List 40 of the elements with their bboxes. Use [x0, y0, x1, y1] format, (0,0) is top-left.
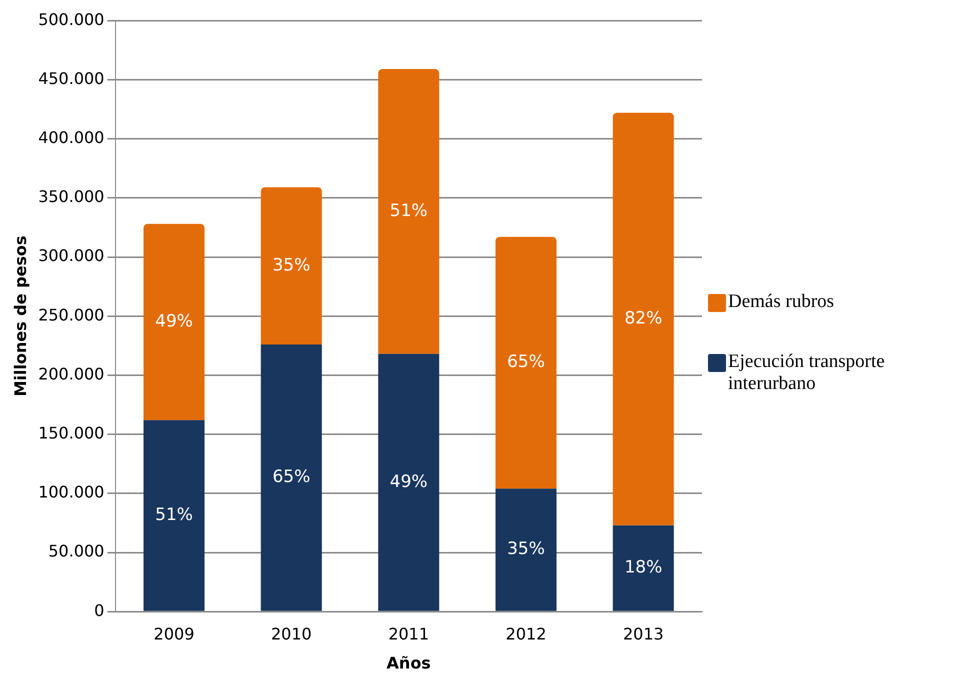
y-tick-label: 500.000: [38, 10, 104, 29]
y-axis-title: Millones de pesos: [10, 236, 30, 397]
y-tick-label: 100.000: [38, 482, 104, 502]
bar: [260, 344, 322, 611]
x-tick-label: 2013: [622, 624, 664, 644]
legend-label: Demás rubros: [728, 291, 834, 313]
annotation: 35%: [507, 539, 545, 560]
y-tick-label: 300.000: [38, 246, 104, 266]
annotation: 49%: [390, 472, 428, 492]
bar: [144, 224, 205, 420]
bar: [378, 69, 440, 354]
y-tick-label: 250.000: [38, 305, 104, 324]
bar: [612, 112, 674, 526]
y-tick-label: 150.000: [38, 423, 104, 442]
bar: [496, 488, 557, 611]
bar: [378, 354, 440, 611]
y-tick-label: 200.000: [38, 364, 104, 384]
x-tick-label: 2012: [506, 624, 546, 644]
annotation: 65%: [272, 467, 310, 488]
y-tick-label: 0: [94, 600, 104, 620]
y-tick-label: 450.000: [38, 68, 104, 88]
annotation: 82%: [624, 308, 662, 328]
annotation: 18%: [624, 558, 662, 578]
x-axis-title: Años: [386, 654, 431, 673]
y-tick-label: 350.000: [38, 187, 104, 206]
y-tick-label: 50.000: [48, 542, 104, 561]
bar: [260, 187, 322, 344]
bar: [144, 420, 205, 611]
x-tick-label: 2009: [154, 624, 194, 644]
annotation: 51%: [155, 504, 193, 525]
bar: [612, 525, 674, 611]
annotation: 51%: [390, 200, 428, 221]
legend-label: Ejecución transporte interurbano: [728, 351, 886, 395]
x-tick-label: 2011: [388, 624, 430, 644]
bar: [496, 236, 557, 489]
annotation: 65%: [507, 352, 545, 372]
y-tick-label: 400.000: [38, 128, 104, 147]
annotation: 35%: [272, 255, 310, 276]
x-tick-label: 2010: [270, 624, 312, 644]
annotation: 49%: [155, 311, 193, 332]
